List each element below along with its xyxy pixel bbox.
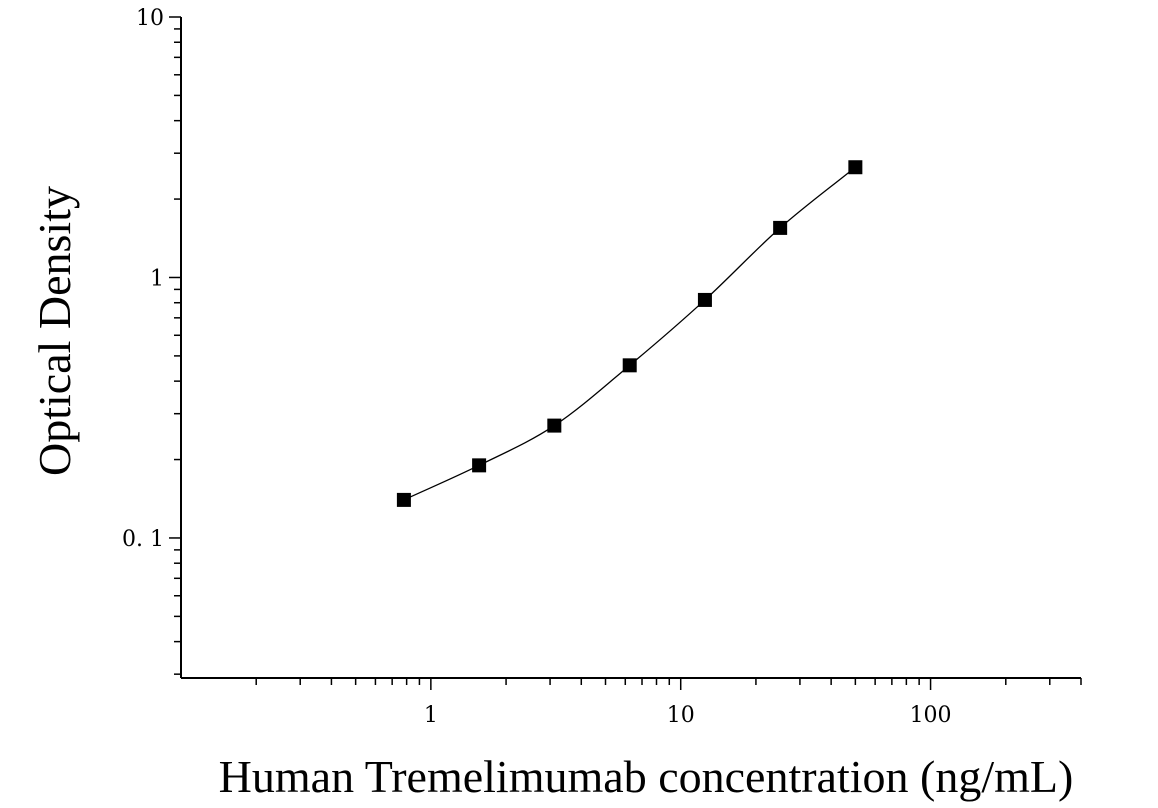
data-point-2 xyxy=(547,418,562,433)
data-point-5 xyxy=(773,220,788,235)
x-tick-label-1: 10 xyxy=(667,703,695,728)
y-ticks xyxy=(169,16,181,675)
y-tick-labels: 0. 1 1 10 xyxy=(122,6,164,552)
fit-curve xyxy=(403,166,856,501)
x-tick-labels: 1 10 100 xyxy=(424,703,952,728)
x-tick-label-2: 100 xyxy=(910,703,952,728)
data-point-0 xyxy=(396,492,411,507)
data-point-4 xyxy=(697,292,712,307)
data-point-1 xyxy=(472,458,487,473)
axes xyxy=(180,17,1081,679)
data-point-6 xyxy=(848,160,863,175)
y-tick-label-1: 1 xyxy=(150,266,164,291)
data-point-3 xyxy=(622,358,637,373)
data-points xyxy=(396,160,863,507)
y-axis-title: Optical Density xyxy=(29,186,80,476)
y-tick-label-2: 10 xyxy=(136,6,164,31)
x-ticks xyxy=(255,678,1082,690)
y-tick-label-0: 0. 1 xyxy=(122,527,164,552)
x-tick-label-0: 1 xyxy=(424,703,438,728)
x-axis-title: Human Tremelimumab concentration (ng/mL) xyxy=(219,751,1074,802)
